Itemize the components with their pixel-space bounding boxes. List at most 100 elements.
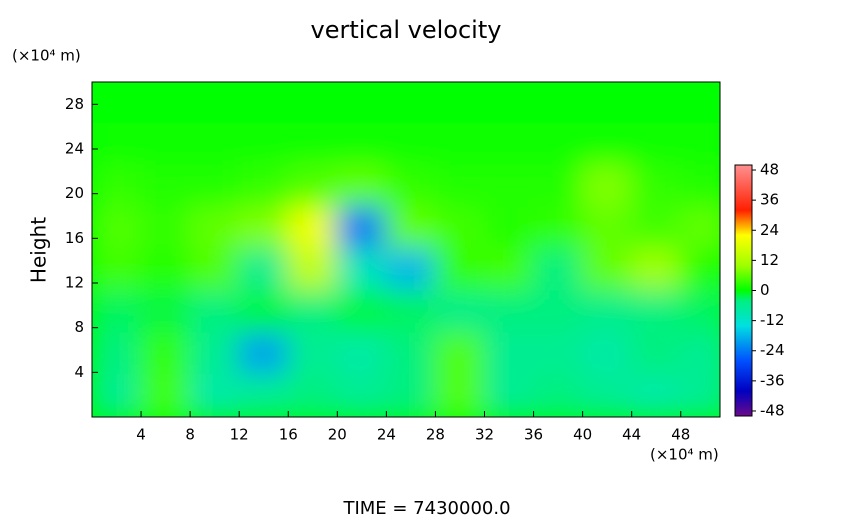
cell bbox=[238, 374, 290, 417]
x-tick-label: 40 bbox=[573, 426, 592, 444]
x-tick-label: 8 bbox=[185, 426, 195, 444]
colorbar-tick-label: -24 bbox=[760, 341, 785, 359]
cell bbox=[336, 206, 388, 251]
cell bbox=[140, 122, 192, 167]
cell bbox=[238, 122, 290, 167]
cell bbox=[679, 82, 720, 125]
cell bbox=[287, 82, 339, 125]
cell bbox=[434, 82, 486, 125]
cell bbox=[189, 290, 241, 335]
cell bbox=[483, 122, 535, 167]
x-tick-label: 12 bbox=[230, 426, 249, 444]
cell bbox=[287, 290, 339, 335]
cell bbox=[238, 290, 290, 335]
y-axis-label: Height bbox=[27, 217, 51, 283]
plot-frame bbox=[91, 81, 721, 418]
cell bbox=[189, 248, 241, 293]
y-tick-label: 28 bbox=[65, 95, 84, 113]
colorbar-tick-label: -36 bbox=[760, 371, 785, 389]
cell bbox=[140, 248, 192, 293]
cell bbox=[679, 374, 720, 417]
cell bbox=[238, 164, 290, 209]
x-tick-label: 16 bbox=[279, 426, 298, 444]
cell bbox=[385, 82, 437, 125]
cell bbox=[385, 290, 437, 335]
cell bbox=[189, 332, 241, 377]
cell bbox=[140, 82, 192, 125]
cell bbox=[581, 206, 633, 251]
cell bbox=[140, 374, 192, 417]
cell bbox=[385, 374, 437, 417]
cell bbox=[630, 206, 682, 251]
cell bbox=[581, 374, 633, 417]
cell bbox=[92, 332, 143, 377]
cell bbox=[140, 164, 192, 209]
cell bbox=[630, 290, 682, 335]
x-tick-label: 4 bbox=[136, 426, 146, 444]
cell bbox=[581, 248, 633, 293]
cell bbox=[385, 164, 437, 209]
cell bbox=[140, 332, 192, 377]
cell bbox=[483, 248, 535, 293]
cell bbox=[287, 206, 339, 251]
cell bbox=[581, 290, 633, 335]
cell bbox=[581, 164, 633, 209]
cell bbox=[336, 248, 388, 293]
chart-title: vertical velocity bbox=[311, 16, 502, 44]
cell bbox=[189, 82, 241, 125]
cell bbox=[679, 248, 720, 293]
cell bbox=[336, 122, 388, 167]
cell bbox=[238, 332, 290, 377]
cell bbox=[532, 374, 584, 417]
y-tick-label: 4 bbox=[74, 363, 84, 381]
cell bbox=[287, 374, 339, 417]
field bbox=[92, 82, 720, 417]
colorbar-tick-label: -48 bbox=[760, 401, 785, 419]
cell bbox=[92, 122, 143, 167]
x-tick-label: 20 bbox=[328, 426, 347, 444]
cell bbox=[189, 122, 241, 167]
x-tick-label: 36 bbox=[524, 426, 543, 444]
y-tick-label: 12 bbox=[65, 274, 84, 292]
x-tick-label: 28 bbox=[426, 426, 445, 444]
cell bbox=[92, 164, 143, 209]
y-tick-label: 8 bbox=[74, 318, 84, 336]
cell bbox=[92, 374, 143, 417]
cell bbox=[238, 206, 290, 251]
cell bbox=[532, 206, 584, 251]
cell bbox=[434, 332, 486, 377]
cell bbox=[532, 122, 584, 167]
cell bbox=[140, 206, 192, 251]
cell bbox=[630, 248, 682, 293]
colorbar-tick-label: -12 bbox=[760, 311, 785, 329]
cell bbox=[532, 82, 584, 125]
cell bbox=[189, 164, 241, 209]
colorbar-tick-label: 12 bbox=[760, 251, 779, 269]
cell bbox=[679, 206, 720, 251]
cell bbox=[532, 332, 584, 377]
cell bbox=[532, 164, 584, 209]
cell bbox=[336, 332, 388, 377]
cell bbox=[385, 332, 437, 377]
cell bbox=[434, 374, 486, 417]
cell bbox=[189, 374, 241, 417]
cell bbox=[385, 248, 437, 293]
footer: TIME = 7430000.0 bbox=[342, 498, 510, 519]
cell bbox=[336, 374, 388, 417]
colorbar-tick-label: 0 bbox=[760, 281, 770, 299]
cell bbox=[434, 248, 486, 293]
cells bbox=[92, 82, 720, 417]
cell bbox=[336, 82, 388, 125]
y-tick-label: 24 bbox=[65, 140, 84, 158]
y-tick-label: 20 bbox=[65, 184, 84, 202]
cell bbox=[189, 206, 241, 251]
cell bbox=[581, 82, 633, 125]
cell bbox=[483, 206, 535, 251]
cell bbox=[238, 82, 290, 125]
colorbar bbox=[734, 164, 753, 417]
cell bbox=[287, 332, 339, 377]
cell bbox=[336, 290, 388, 335]
y-tick-label: 16 bbox=[65, 229, 84, 247]
cell bbox=[630, 374, 682, 417]
